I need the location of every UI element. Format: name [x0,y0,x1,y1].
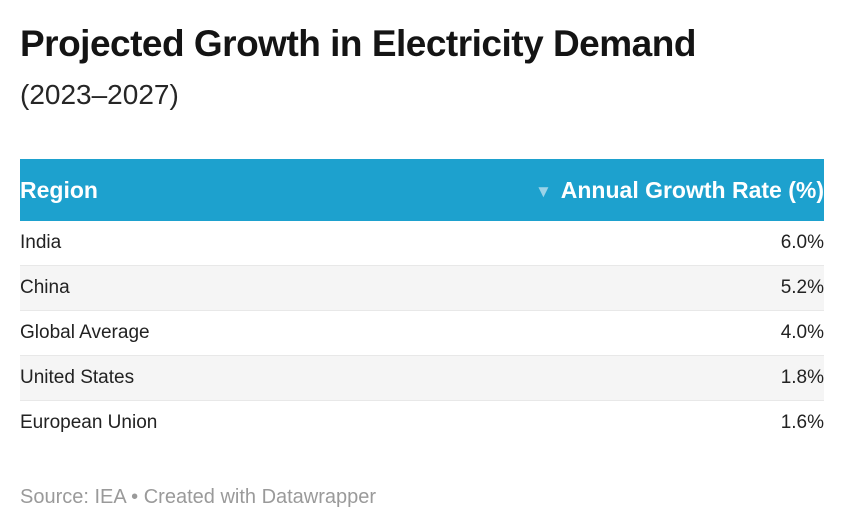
table-row: Global Average 4.0% [20,310,824,356]
data-table: Region ▼ Annual Growth Rate (%) India 6.0… [20,159,824,446]
table-row: China 5.2% [20,265,824,311]
page-subtitle: (2023–2027) [20,78,179,110]
region-cell: European Union [20,400,382,446]
column-header-region[interactable]: Region [20,159,382,222]
table-row: European Union 1.6% [20,400,824,446]
table-header-row: Region ▼ Annual Growth Rate (%) [20,159,824,222]
region-cell: China [20,265,382,311]
table-row: India 6.0% [20,221,824,266]
value-cell: 6.0% [381,221,824,266]
table-header: Region ▼ Annual Growth Rate (%) [20,159,824,222]
value-cell: 5.2% [381,265,824,311]
column-header-growth-rate-label: Annual Growth Rate (%) [560,176,824,203]
table-body: India 6.0% China 5.2% Global Average 4.0… [20,221,824,446]
sort-descending-icon: ▼ [534,181,552,201]
column-header-growth-rate[interactable]: ▼ Annual Growth Rate (%) [381,159,824,222]
region-cell: United States [20,355,382,401]
table-row: United States 1.8% [20,355,824,401]
page-title: Projected Growth in Electricity Demand [20,23,696,64]
region-cell: India [20,221,382,266]
value-cell: 1.6% [381,400,824,446]
region-cell: Global Average [20,310,382,356]
value-cell: 1.8% [381,355,824,401]
source-attribution: Source: IEA • Created with Datawrapper [20,486,377,509]
value-cell: 4.0% [381,310,824,356]
column-header-region-label: Region [20,176,98,203]
